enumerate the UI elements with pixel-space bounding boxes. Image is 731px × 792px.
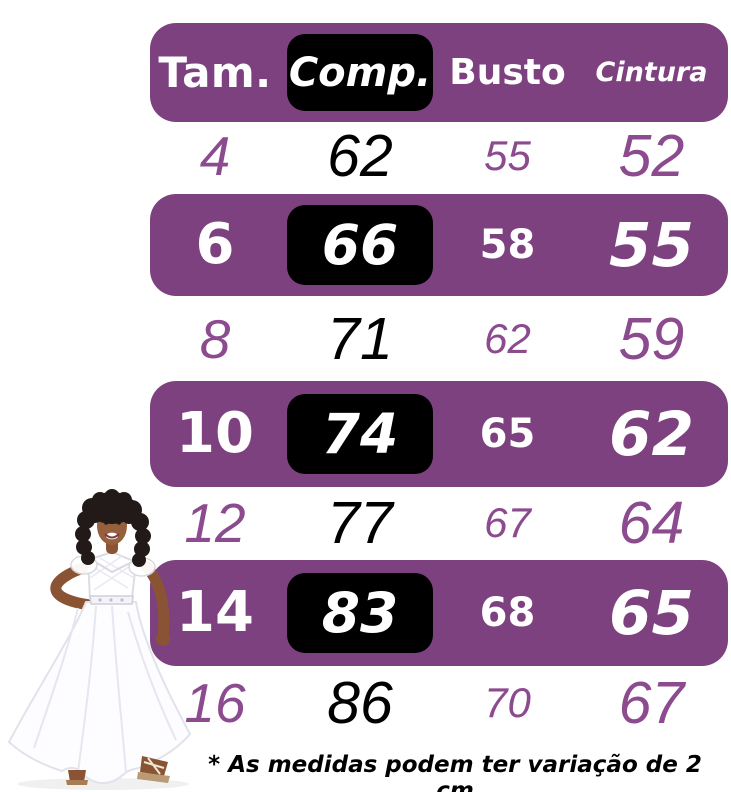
- header-busto: Busto: [449, 51, 566, 93]
- comp-value: 83: [321, 580, 399, 645]
- comp-highlight-box: 74: [287, 394, 433, 474]
- comp-value: 66: [321, 212, 399, 277]
- size-row-8: 8 71 62 59: [150, 300, 728, 378]
- comp-value: 62: [327, 122, 393, 189]
- tam-value: 8: [199, 307, 231, 370]
- cintura-value: 67: [618, 669, 685, 736]
- header-comp-cell: Comp.: [280, 34, 440, 111]
- cintura-value: 52: [618, 122, 685, 189]
- busto-value: 65: [479, 411, 536, 457]
- header-tam: Tam.: [158, 47, 272, 97]
- busto-value: 55: [484, 132, 531, 179]
- cintura-value: 64: [618, 489, 685, 556]
- size-row-12: 12 77 67 64: [150, 486, 728, 560]
- size-row-16: 16 86 70 67: [150, 664, 728, 742]
- table-header: Tam. Comp. Busto Cintura: [150, 23, 728, 122]
- busto-value: 68: [479, 590, 536, 636]
- comp-cell: 74: [280, 394, 440, 474]
- comp-highlight-box: 66: [287, 205, 433, 285]
- header-comp: Comp.: [288, 49, 432, 96]
- cintura-value: 65: [609, 577, 694, 649]
- girl-in-white-dress-photo: [7, 489, 192, 790]
- header-cintura: Cintura: [595, 57, 708, 88]
- size-row-14: 14 83 68 65: [150, 560, 728, 666]
- cintura-value: 55: [609, 209, 694, 281]
- busto-value: 62: [484, 315, 531, 362]
- tam-value: 4: [199, 124, 231, 187]
- header-comp-box: Comp.: [287, 34, 433, 111]
- tam-value: 14: [176, 580, 254, 645]
- busto-value: 58: [479, 222, 536, 268]
- size-row-4: 4 62 55 52: [150, 118, 728, 194]
- comp-cell: 83: [280, 573, 440, 653]
- busto-value: 70: [484, 679, 531, 726]
- comp-value: 77: [327, 489, 393, 556]
- tam-value: 12: [184, 491, 246, 554]
- busto-value: 67: [484, 499, 531, 546]
- comp-cell: 66: [280, 205, 440, 285]
- comp-value: 86: [327, 669, 393, 736]
- tam-value: 16: [184, 671, 246, 734]
- comp-value: 74: [321, 401, 399, 466]
- measurement-disclaimer: * As medidas podem ter variação de 2 cm: [208, 752, 702, 792]
- tam-value: 10: [176, 401, 254, 466]
- size-row-10: 10 74 65 62: [150, 381, 728, 487]
- size-row-6: 6 66 58 55: [150, 194, 728, 296]
- cintura-value: 59: [618, 305, 685, 372]
- cintura-value: 62: [609, 398, 694, 470]
- tam-value: 6: [195, 212, 235, 277]
- comp-value: 71: [327, 305, 393, 372]
- comp-highlight-box: 83: [287, 573, 433, 653]
